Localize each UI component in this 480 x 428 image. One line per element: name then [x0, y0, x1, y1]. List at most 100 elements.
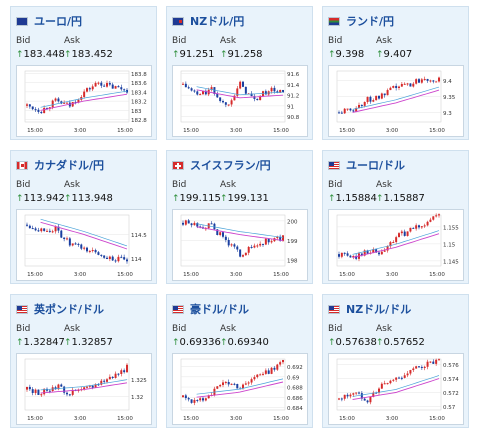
candle-body — [54, 387, 57, 390]
candle-body — [352, 393, 355, 395]
currency-card[interactable]: ユーロ/円 Bid Ask ↑183.448 ↑183.452 183.8 183.6 183… — [10, 6, 157, 140]
candle-body — [236, 246, 239, 250]
y-tick-label: 9.3 — [443, 111, 452, 117]
candle-body — [423, 225, 426, 227]
candle-body — [77, 243, 80, 245]
candle-body — [83, 247, 86, 249]
currency-card[interactable]: 英ポンド/ドル Bid Ask ↑1.32847 ↑1.32857 1.325 1.32 15… — [10, 294, 157, 428]
y-tick-label: 91 — [287, 104, 294, 110]
candle-body — [264, 370, 267, 374]
pair-title[interactable]: カナダドル/円 — [34, 159, 105, 172]
candle-body — [375, 249, 378, 253]
price-chart[interactable]: 200 199 198 15:00 3:00 15:00 — [172, 209, 308, 281]
candle-body — [270, 367, 273, 374]
candle-body — [91, 86, 94, 90]
candle-body — [244, 86, 247, 94]
candle-body — [123, 370, 126, 373]
price-chart[interactable]: 114.5 114 15:00 3:00 15:00 — [16, 209, 152, 281]
ask-label: Ask — [376, 180, 393, 190]
currency-card[interactable]: カナダドル/円 Bid Ask ↑113.942 ↑113.948 114.5 114 15:… — [10, 150, 157, 284]
candle-body — [57, 98, 60, 102]
up-arrow-icon: ↑ — [172, 194, 180, 204]
candle-body — [193, 399, 196, 403]
candle-body — [406, 231, 409, 236]
candle-body — [247, 246, 250, 253]
candle-body — [392, 379, 395, 381]
price-chart[interactable]: 0.692 0.69 0.688 0.686 0.684 15:00 3:00 15:00 — [172, 353, 308, 425]
y-tick-label: 91.2 — [287, 94, 299, 100]
pair-title[interactable]: スイスフラン/円 — [190, 159, 271, 172]
candle-body — [259, 96, 262, 101]
candle-body — [196, 91, 199, 95]
price-chart[interactable]: 0.576 0.574 0.572 0.57 15:00 3:00 15:00 — [328, 353, 464, 425]
up-arrow-icon: ↑ — [220, 194, 228, 204]
y-tick-label: 9.35 — [443, 95, 456, 101]
candle-body — [202, 398, 204, 401]
currency-card[interactable]: 豪ドル/ドル Bid Ask ↑0.69336 ↑0.69340 0.692 0.69 0.6… — [166, 294, 313, 428]
pair-title[interactable]: ランド/円 — [346, 15, 395, 28]
x-tick-label: 15:00 — [429, 128, 445, 134]
candle-body — [91, 250, 94, 252]
candle-body — [108, 376, 111, 380]
candle-body — [106, 379, 108, 382]
candle-body — [395, 377, 398, 380]
candle-body — [26, 224, 28, 226]
us-flag-icon — [16, 304, 28, 314]
moving-average-line — [196, 226, 284, 241]
y-tick-label: 1.32 — [131, 395, 143, 401]
candle-body — [196, 222, 199, 227]
candle-body — [34, 389, 37, 393]
candle-body — [429, 219, 432, 222]
bid-value: ↑183.448 — [16, 49, 65, 60]
ask-value: ↑0.57652 — [376, 337, 425, 348]
currency-card[interactable]: ランド/円 Bid Ask ↑9.398 ↑9.407 9.4 9.35 9.3 15:00 3:… — [322, 6, 469, 140]
currency-card[interactable]: スイスフラン/円 Bid Ask ↑199.115 ↑199.131 200 199 198 1… — [166, 150, 313, 284]
candle-body — [415, 79, 418, 84]
candle-body — [378, 388, 380, 393]
price-chart[interactable]: 1.325 1.32 15:00 3:00 15:00 — [16, 353, 152, 425]
ask-value: ↑1.15887 — [376, 193, 425, 204]
pair-title[interactable]: NZドル/円 — [190, 15, 245, 28]
candle-body — [406, 373, 409, 376]
price-chart[interactable]: 91.6 91.4 91.2 91 90.8 15:00 3:00 15:00 — [172, 65, 308, 137]
x-tick-label: 3:00 — [74, 272, 87, 278]
eu-flag-icon — [16, 16, 28, 26]
candle-body — [273, 367, 276, 370]
candle-body — [349, 108, 352, 111]
price-chart[interactable]: 9.4 9.35 9.3 15:00 3:00 15:00 — [328, 65, 464, 137]
candle-body — [199, 398, 202, 401]
ask-value: ↑9.407 — [376, 49, 413, 60]
candle-body — [279, 90, 282, 93]
pair-title[interactable]: ユーロ/円 — [34, 15, 83, 28]
currency-card[interactable]: NZドル/円 Bid Ask ↑91.251 ↑91.258 91.6 91.4 91.2 91… — [166, 6, 313, 140]
price-chart[interactable]: 183.8 183.6 183.4 183.2 183 182.8 15:00 3:00 15:… — [16, 65, 152, 137]
candle-body — [423, 366, 426, 368]
candle-body — [282, 235, 284, 241]
currency-card[interactable]: ユーロ/ドル Bid Ask ↑1.15884 ↑1.15887 1.155 1.15 1.1… — [322, 150, 469, 284]
ask-label: Ask — [376, 36, 393, 46]
ask-value: ↑91.258 — [220, 49, 263, 60]
candle-body — [51, 231, 54, 233]
candle-body — [46, 107, 48, 109]
candle-body — [259, 374, 262, 376]
candle-body — [236, 384, 239, 389]
candle-body — [123, 89, 126, 91]
x-tick-label: 15:00 — [117, 272, 133, 278]
candle-body — [190, 88, 193, 91]
pair-title[interactable]: NZドル/ドル — [346, 303, 412, 316]
price-chart[interactable]: 1.155 1.15 1.145 15:00 3:00 15:00 — [328, 209, 464, 281]
bid-label: Bid — [328, 180, 343, 190]
candle-body — [94, 250, 97, 253]
candle-body — [117, 86, 120, 88]
y-tick-label: 198 — [287, 259, 298, 265]
candle-body — [187, 398, 190, 400]
pair-title[interactable]: 豪ドル/ドル — [190, 303, 250, 316]
candle-body — [48, 390, 51, 392]
candle-body — [63, 386, 66, 393]
pair-title[interactable]: 英ポンド/ドル — [34, 303, 105, 316]
currency-card[interactable]: NZドル/ドル Bid Ask ↑0.57638 ↑0.57652 0.576 0.574 0… — [322, 294, 469, 428]
candle-body — [282, 359, 284, 363]
candle-body — [236, 88, 239, 96]
y-tick-label: 183.4 — [131, 90, 147, 96]
pair-title[interactable]: ユーロ/ドル — [346, 159, 406, 172]
